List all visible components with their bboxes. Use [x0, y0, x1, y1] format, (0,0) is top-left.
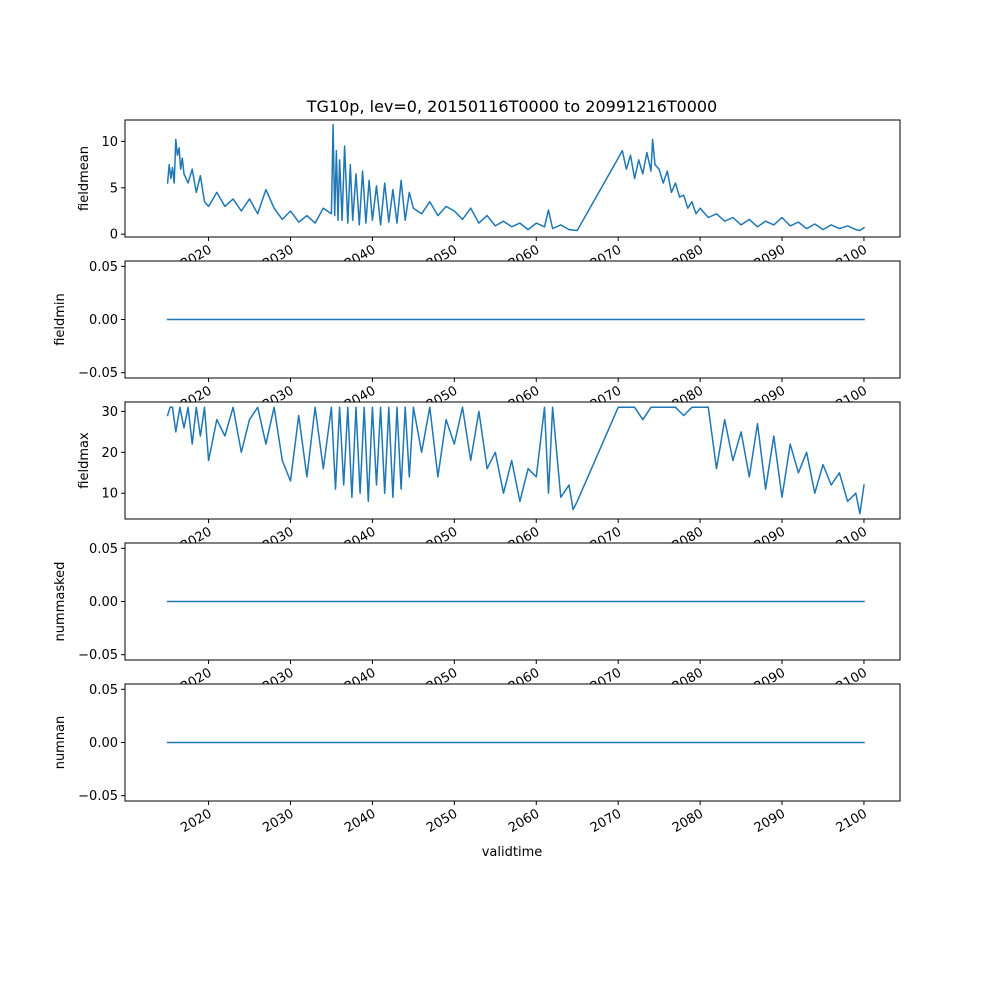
numnan-x-tick-label: 2090: [752, 806, 788, 836]
numnan-y-tick-label: 0.00: [89, 736, 118, 751]
fieldmax-series-line: [166, 406, 865, 515]
fieldmean-y-tick-label: 5: [110, 181, 118, 196]
numnan-x-tick-label: 2030: [260, 806, 296, 836]
numnan-x-tick-label: 2020: [178, 806, 214, 836]
x-axis-label: validtime: [482, 845, 543, 860]
fieldmin-y-axis-label: fieldmin: [53, 293, 68, 346]
fieldmax-y-tick-label: 20: [101, 446, 118, 461]
numnan-x-tick-label: 2100: [834, 806, 870, 836]
nummasked-y-tick-label: −0.05: [78, 648, 118, 663]
numnan-y-axis-label: numnan: [53, 716, 68, 770]
subplot-numnan: −0.05 0.00 0.05 numnan 2020 2030 2040 2050 2060 2…: [53, 683, 901, 836]
nummasked-y-tick-label: 0.05: [89, 542, 118, 557]
numnan-x-tick-label: 2050: [424, 806, 460, 836]
numnan-y-tick-label: −0.05: [78, 789, 118, 804]
numnan-y-tick-label: 0.05: [89, 683, 118, 698]
fieldmin-y-tick-label: 0.05: [89, 260, 118, 275]
fieldmean-y-axis-label: fieldmean: [77, 146, 92, 211]
axes-background: [125, 402, 900, 519]
fieldmax-y-tick-label: 10: [101, 487, 118, 502]
fieldmax-y-axis-label: fieldmax: [77, 432, 92, 489]
fieldmin-y-tick-label: 0.00: [89, 313, 118, 328]
numnan-x-tick-label: 2060: [506, 806, 542, 836]
nummasked-y-axis-label: nummasked: [53, 562, 68, 642]
nummasked-y-tick-label: 0.00: [89, 595, 118, 610]
fieldmean-axes-frame: [124, 119, 901, 238]
fieldmin-y-tick-label: −0.05: [78, 366, 118, 381]
numnan-x-tick-label: 2070: [588, 806, 624, 836]
chart-title: TG10p, lev=0, 20150116T0000 to 20991216T…: [306, 97, 717, 116]
fieldmax-axes-frame: [124, 401, 901, 520]
numnan-x-tick-label: 2040: [342, 806, 378, 836]
fieldmean-series-line: [166, 123, 866, 232]
fieldmean-y-tick-label: 0: [110, 228, 118, 243]
fieldmean-y-tick-label: 10: [101, 135, 118, 150]
numnan-x-tick-label: 2080: [670, 806, 706, 836]
fieldmax-y-tick-label: 30: [101, 405, 118, 420]
